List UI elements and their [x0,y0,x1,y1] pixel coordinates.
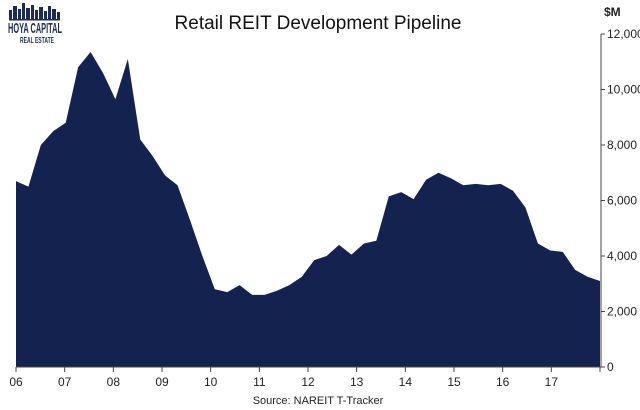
source-note: Source: NAREIT T-Tracker [253,395,384,407]
x-tick-label: 10 [204,375,218,389]
x-tick-label: 13 [350,375,364,389]
area-series [16,52,600,367]
x-axis-ticks: 06 07 08 09 10 11 12 13 14 15 16 17 [9,367,601,389]
x-tick-label: 15 [447,375,461,389]
y-tick-label: 8,000 [607,138,637,152]
x-tick-label: 12 [301,375,315,389]
x-tick-label: 06 [9,375,23,389]
y-tick-label: 2,000 [607,305,637,319]
y-axis-unit-label: $M [604,5,621,19]
logo-line-1: HOYA CAPITAL [8,20,62,37]
y-tick-label: 4,000 [607,249,637,263]
y-tick-label: 0 [607,360,614,374]
y-tick-label: 6,000 [607,194,637,208]
x-tick-label: 09 [155,375,169,389]
x-tick-label: 08 [107,375,121,389]
chart-title: Retail REIT Development Pipeline [175,13,462,34]
logo-line-2: REAL ESTATE [20,36,54,45]
y-tick-label: 10,000 [607,83,640,97]
x-tick-label: 11 [253,375,266,389]
skyline-icon [9,3,60,21]
y-tick-label: 12,000 [607,27,640,41]
x-tick-label: 14 [399,375,413,389]
x-tick-label: 17 [545,375,559,389]
x-tick-label: 07 [58,375,72,389]
logo: HOYA CAPITAL REAL ESTATE [8,3,62,45]
y-axis-ticks: 0 2,000 4,000 6,000 8,000 10,000 12,000 [601,27,640,374]
x-tick-label: 16 [496,375,510,389]
